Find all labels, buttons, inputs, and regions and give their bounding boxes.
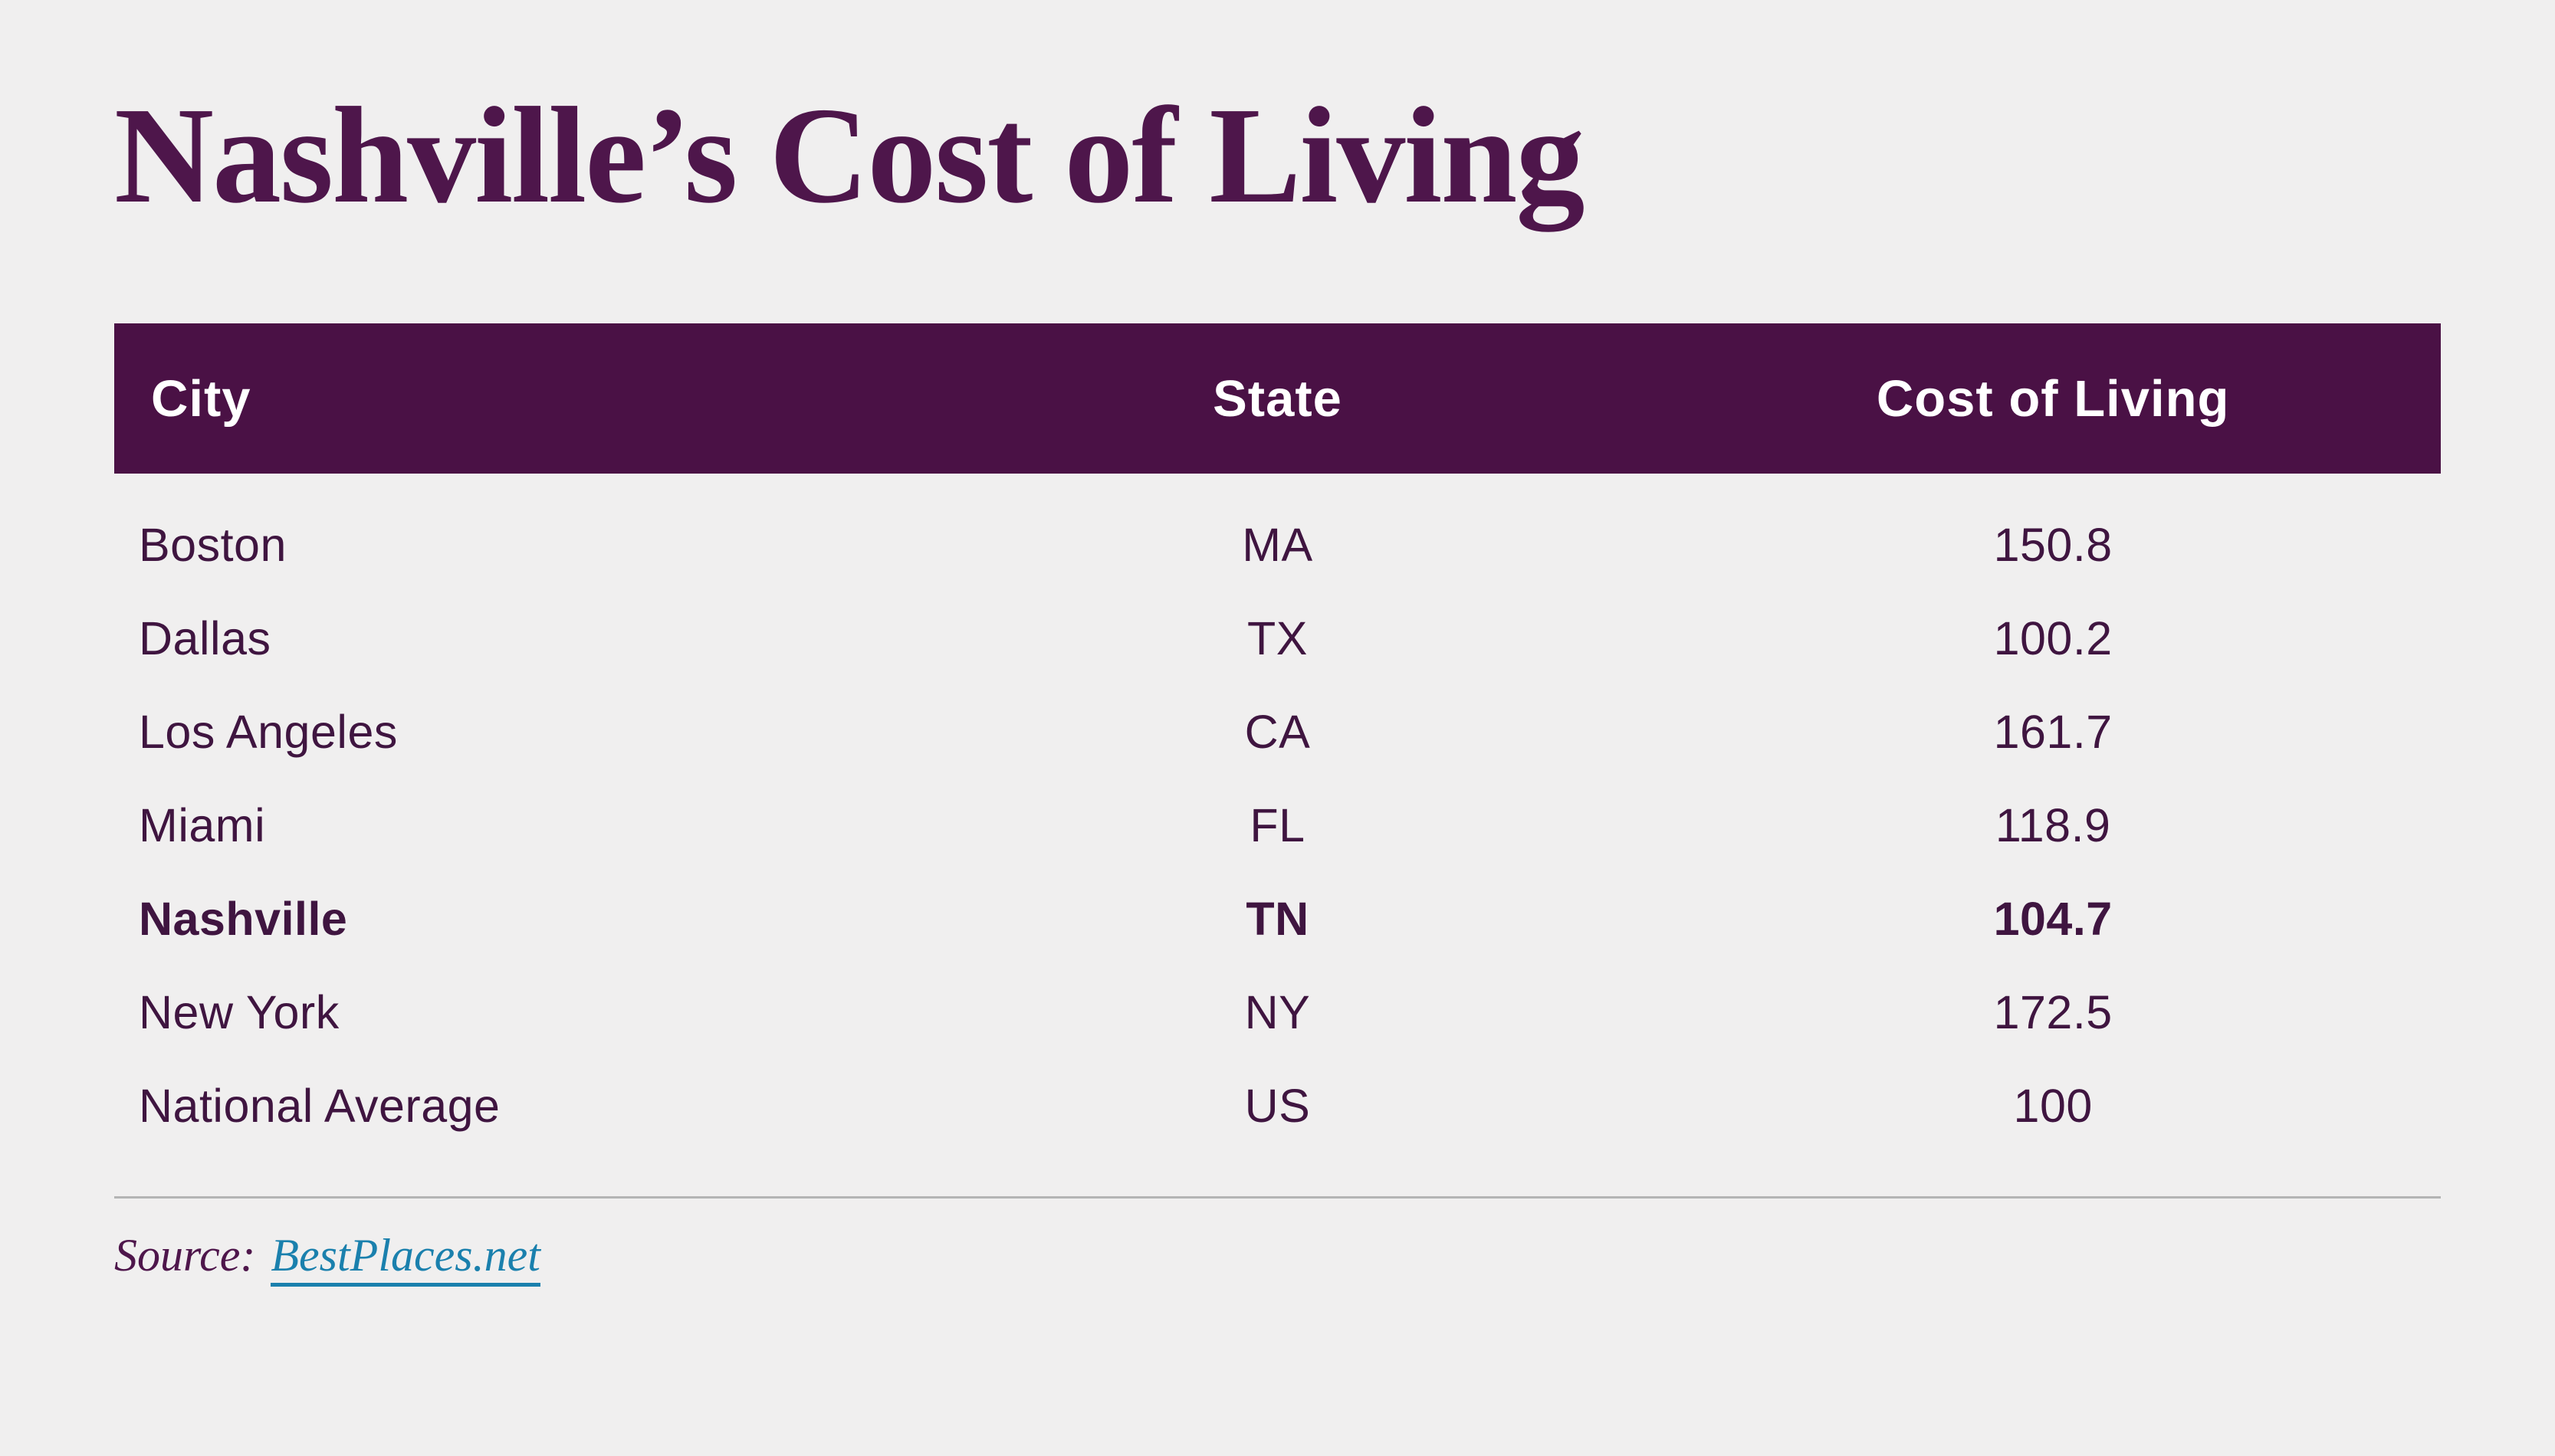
cell-cost: 161.7 xyxy=(1993,706,2113,758)
cell-state: CA xyxy=(1244,706,1311,758)
cell-city: Los Angeles xyxy=(139,706,398,758)
cell-city: Boston xyxy=(139,519,287,571)
cell-state: MA xyxy=(1242,519,1313,571)
table-row-highlighted: Nashville TN 104.7 xyxy=(114,872,2441,966)
cell-state: TN xyxy=(1246,893,1309,945)
cell-city: National Average xyxy=(139,1080,501,1132)
cell-cost: 172.5 xyxy=(1993,986,2113,1038)
cell-cost: 150.8 xyxy=(1993,519,2113,571)
table-body: Boston MA 150.8 Dallas TX 100.2 Los Angeles CA 1… xyxy=(114,474,2441,1153)
column-header-state: State xyxy=(1213,369,1342,428)
table-row: Boston MA 150.8 xyxy=(114,498,2441,592)
table-row: Miami FL 118.9 xyxy=(114,779,2441,872)
cell-state: TX xyxy=(1247,612,1308,664)
column-header-city: City xyxy=(151,369,251,428)
table-row: Dallas TX 100.2 xyxy=(114,592,2441,685)
cell-state: FL xyxy=(1250,799,1305,851)
cell-cost: 100.2 xyxy=(1993,612,2113,664)
divider-line xyxy=(114,1196,2441,1199)
cell-city: Dallas xyxy=(139,612,271,664)
page-title: Nashville’s Cost of Living xyxy=(114,79,1585,231)
table-row: Los Angeles CA 161.7 xyxy=(114,685,2441,779)
content-area: Nashville’s Cost of Living City State Co… xyxy=(114,79,2441,1287)
cell-city: Nashville xyxy=(139,893,348,945)
column-header-cost-of-living: Cost of Living xyxy=(1876,369,2230,428)
cell-city: New York xyxy=(139,986,340,1038)
cell-cost: 118.9 xyxy=(1995,799,2111,851)
source-line: Source: BestPlaces.net xyxy=(114,1229,2441,1287)
table-row: National Average US 100 xyxy=(114,1059,2441,1153)
cell-state: NY xyxy=(1244,986,1311,1038)
table-row: New York NY 172.5 xyxy=(114,966,2441,1059)
cost-of-living-table: City State Cost of Living Boston MA 150.8 D… xyxy=(114,323,2441,1153)
table-header-row: City State Cost of Living xyxy=(114,323,2441,474)
source-link[interactable]: BestPlaces.net xyxy=(271,1230,540,1287)
cell-state: US xyxy=(1244,1080,1311,1132)
cell-cost: 100 xyxy=(2013,1080,2093,1132)
cell-city: Miami xyxy=(139,799,266,851)
cell-cost: 104.7 xyxy=(1993,893,2113,945)
source-label: Source: xyxy=(114,1230,256,1281)
